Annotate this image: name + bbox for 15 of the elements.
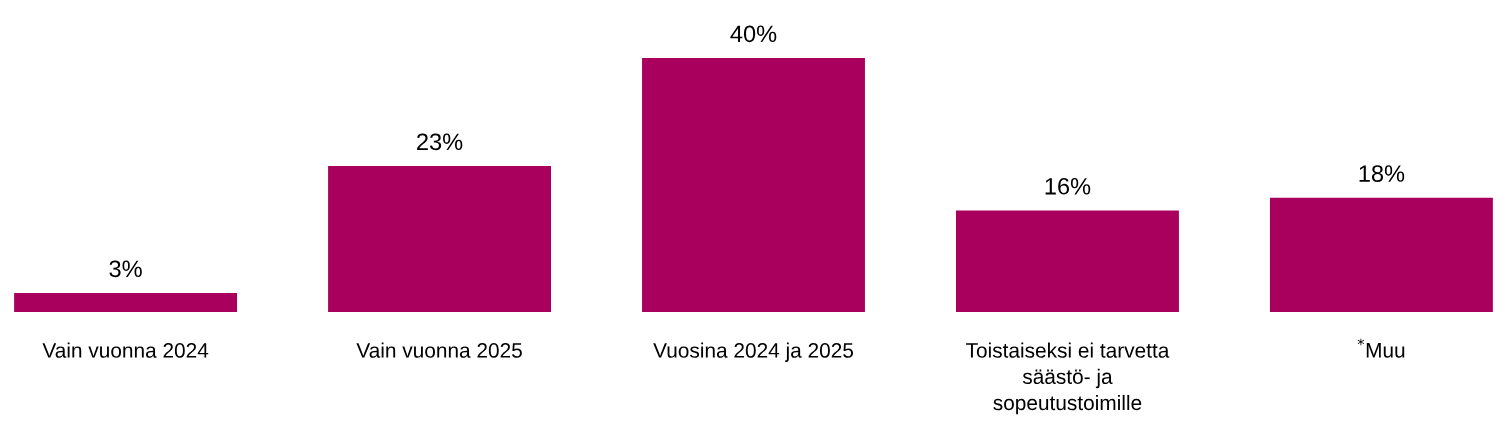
bar	[14, 292, 238, 313]
bar	[956, 210, 1179, 313]
data-label: 23%	[417, 133, 463, 151]
data-label: 3%	[109, 260, 142, 278]
x-tick-label: Toistaiseksi ei tarvetta säästö- ja sopeutustoimille	[966, 342, 1170, 415]
bar	[642, 57, 865, 313]
data-label: 18%	[1359, 165, 1405, 182]
x-tick-label: Vain vuonna 2025	[356, 342, 522, 358]
x-tick-label: Vuosina 2024 ja 2025	[653, 342, 854, 362]
bar	[328, 165, 551, 313]
data-label: 40%	[730, 25, 777, 43]
x-tick-label: $^{*}$Muu	[1357, 338, 1405, 358]
data-label: 16%	[1045, 177, 1091, 195]
bar	[1269, 197, 1493, 313]
x-tick-label: Vain vuonna 2024	[42, 342, 209, 358]
